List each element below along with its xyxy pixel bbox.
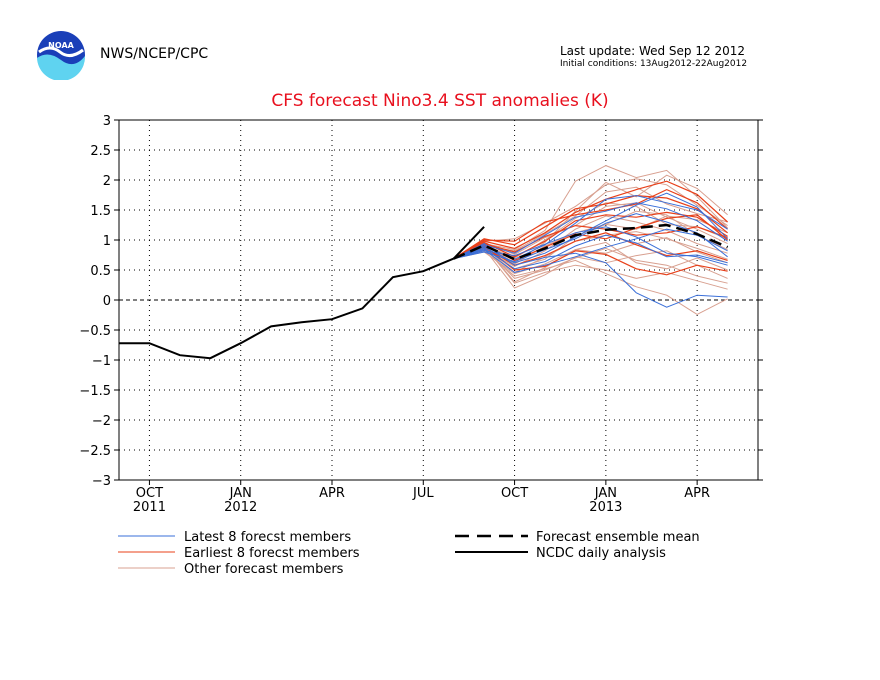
x-tick-year: 2011 <box>133 500 166 515</box>
x-tick-year: 2012 <box>224 500 257 515</box>
legend-other-label: Other forecast members <box>184 562 344 577</box>
plot-frame <box>118 119 759 481</box>
chart-title: CFS forecast Nino3.4 SST anomalies (K) <box>271 91 609 111</box>
y-tick-label: 1 <box>103 234 111 249</box>
initial-conditions: Initial conditions: 13Aug2012-22Aug2012 <box>560 59 748 69</box>
latest-member-line <box>453 195 728 260</box>
y-tick-label: 3 <box>103 114 111 129</box>
last-update: Last update: Wed Sep 12 2012 <box>560 44 745 58</box>
latest-member-line <box>453 226 728 266</box>
latest-member-line <box>453 234 728 270</box>
ensemble-mean-line <box>453 223 729 261</box>
y-tick-label: −1.5 <box>79 384 111 399</box>
y-tick-label: 1.5 <box>90 204 111 219</box>
x-tick-label: OCT <box>136 486 163 501</box>
other-member-line <box>453 245 728 290</box>
x-tick-label: APR <box>684 486 710 501</box>
y-tick-label: 0 <box>103 294 111 309</box>
other-member-line <box>453 165 728 260</box>
x-tick-label: OCT <box>501 486 528 501</box>
earliest-member-line <box>453 194 728 260</box>
latest-member-line <box>453 228 728 273</box>
x-tick-label: JAN <box>594 486 617 501</box>
agency-label: NWS/NCEP/CPC <box>100 46 209 62</box>
legend-mean-label: Forecast ensemble mean <box>536 530 700 545</box>
y-tick-label: −1 <box>92 354 111 369</box>
y-tick-label: 2.5 <box>90 144 111 159</box>
latest-member-line <box>453 213 728 263</box>
noaa-logo: NOAA <box>37 31 86 80</box>
earliest-member-line <box>453 188 728 260</box>
series-layer <box>119 165 729 360</box>
latest-member-line <box>453 243 728 308</box>
analysis-line <box>452 226 485 260</box>
x-tick-label: APR <box>319 486 345 501</box>
y-tick-label: −0.5 <box>79 324 111 339</box>
analysis-line <box>119 257 455 360</box>
y-tick-label: −2 <box>92 414 111 429</box>
legend-analysis-label: NCDC daily analysis <box>536 546 666 561</box>
x-tick-year: 2013 <box>589 500 622 515</box>
legend-earliest-label: Earliest 8 forecst members <box>184 546 360 561</box>
axis-layer: −3−2.5−2−1.5−1−0.500.511.522.53OCT2011JA… <box>79 114 763 515</box>
y-tick-label: 0.5 <box>90 264 111 279</box>
x-tick-label: JUL <box>412 486 434 501</box>
grid-layer <box>119 120 758 480</box>
y-tick-label: −3 <box>92 474 111 489</box>
other-member-line <box>453 247 728 289</box>
y-tick-label: 2 <box>103 174 111 189</box>
y-tick-label: −2.5 <box>79 444 111 459</box>
logo-text: NOAA <box>48 41 74 50</box>
other-member-line <box>453 231 728 273</box>
x-tick-label: JAN <box>229 486 252 501</box>
latest-member-line <box>453 202 728 260</box>
legend-latest-label: Latest 8 forecst members <box>184 530 351 545</box>
